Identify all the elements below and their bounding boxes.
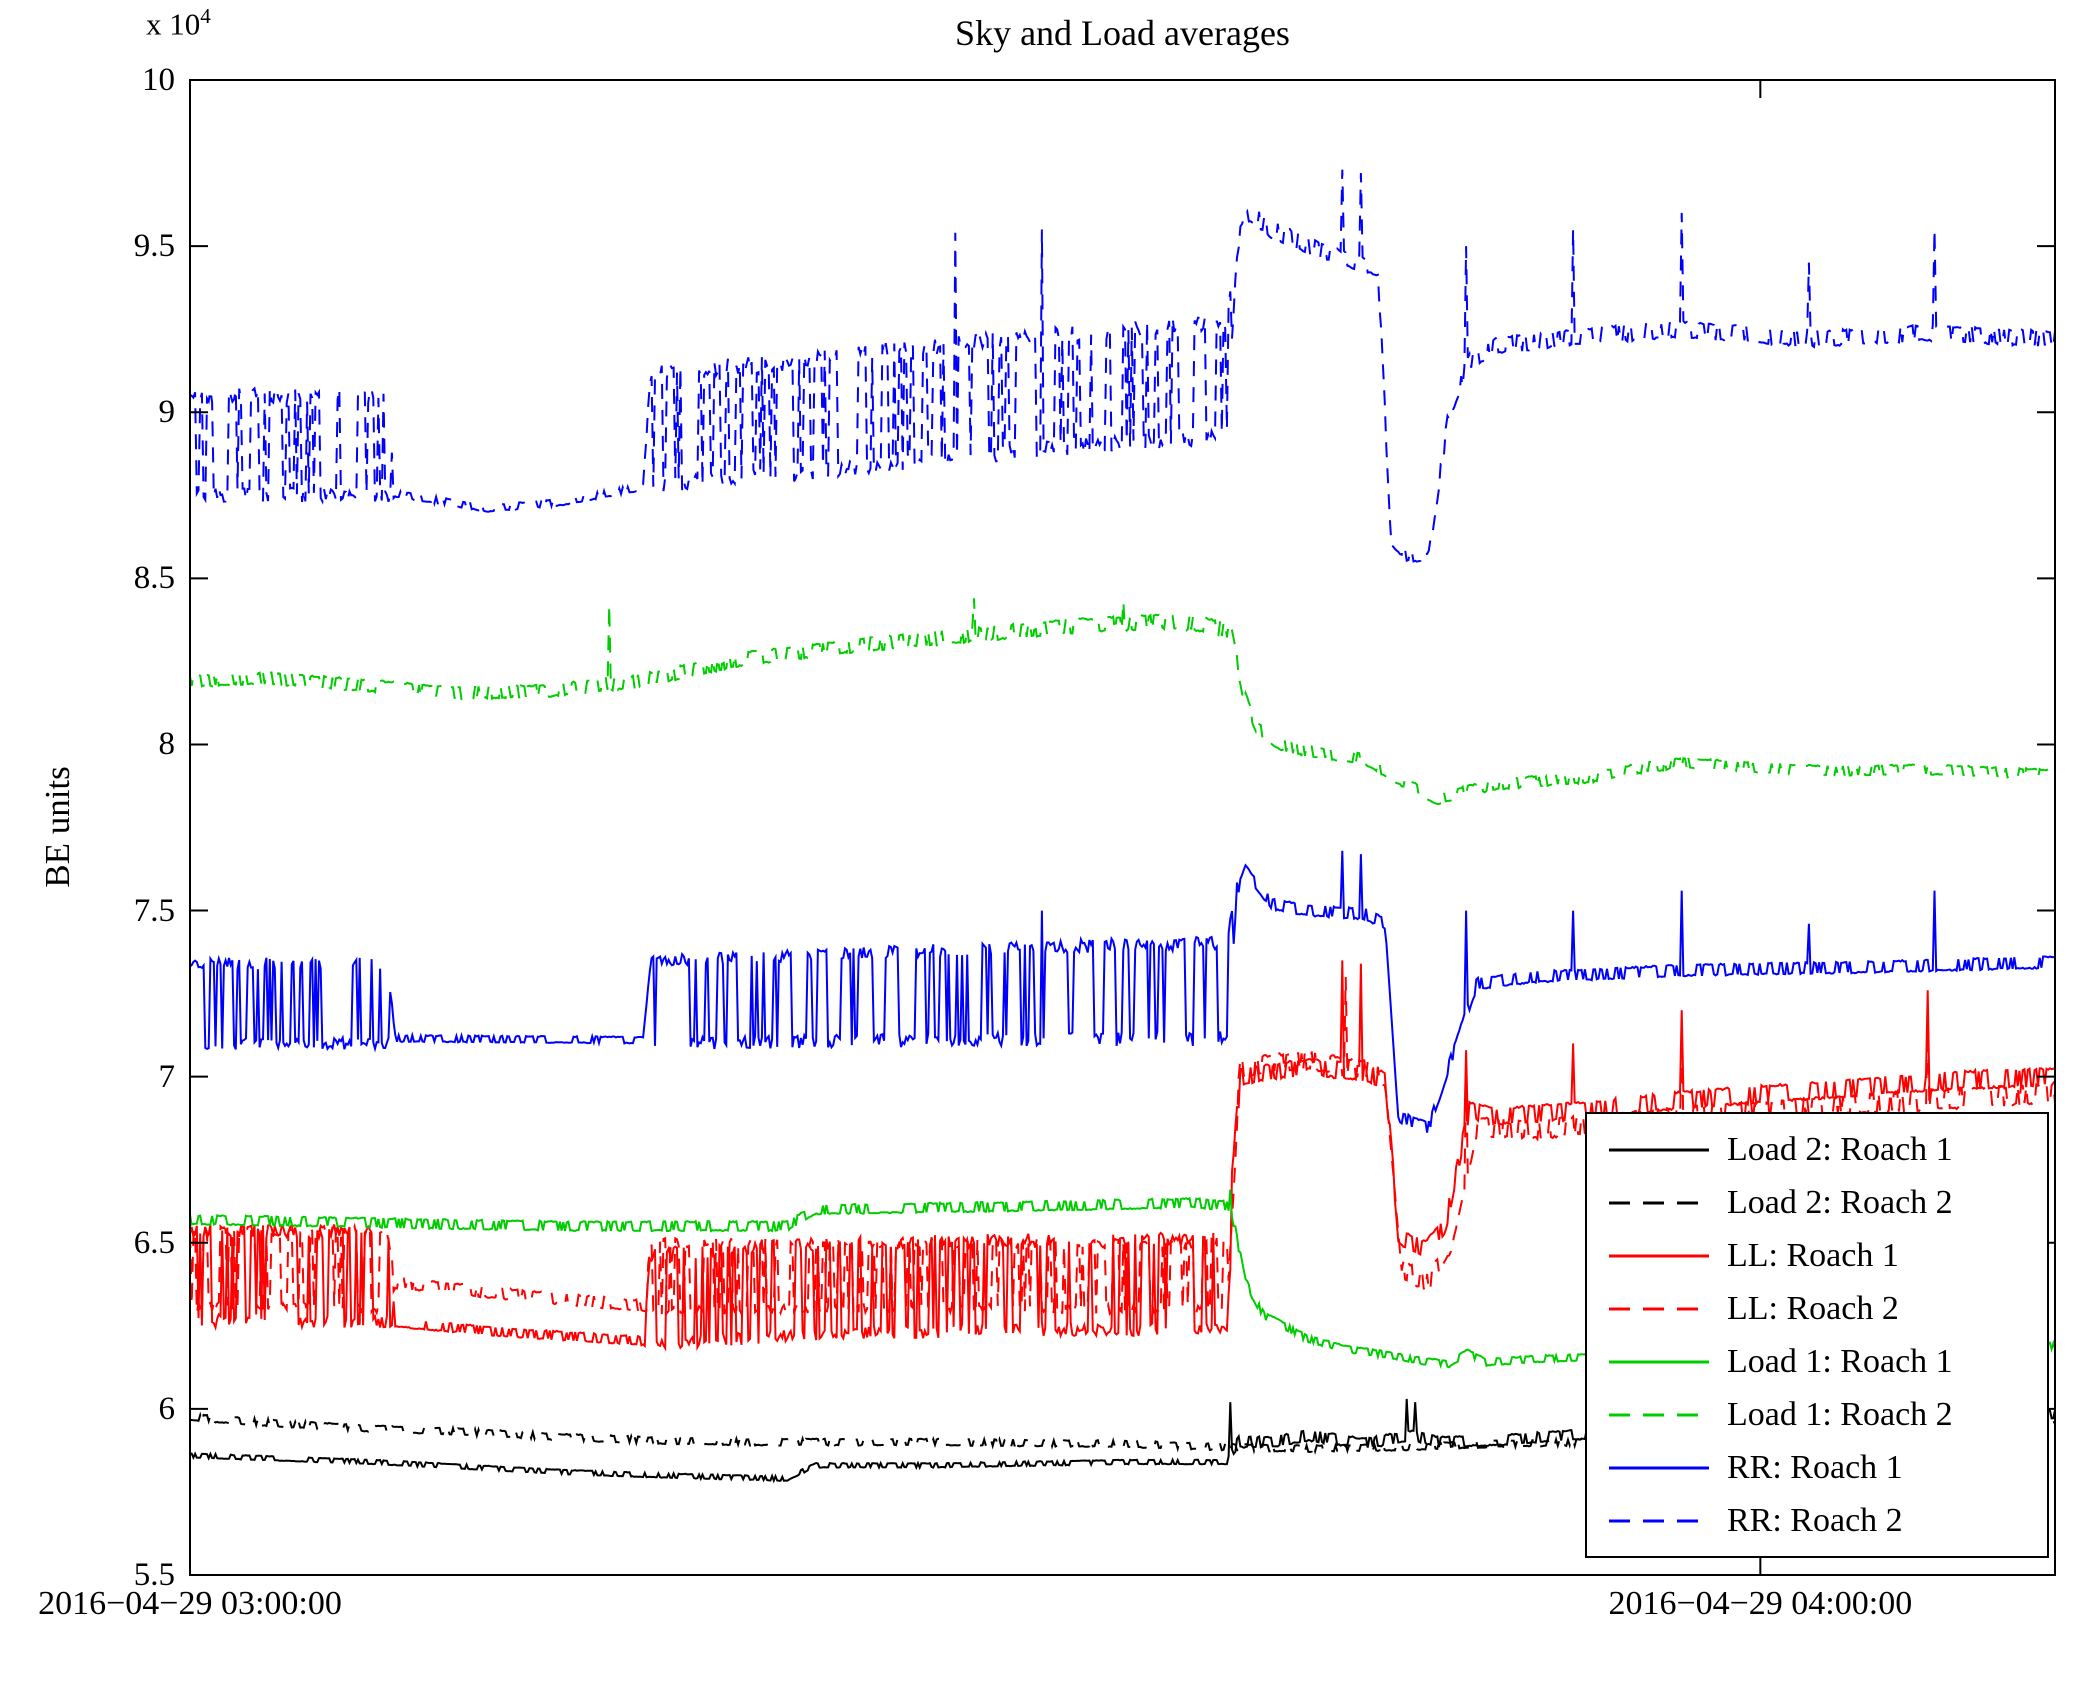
y-tick-label: 7.5 (133, 892, 175, 929)
legend-label: Load 1: Roach 2 (1727, 1395, 1953, 1433)
legend: Load 2: Roach 1 Load 2: Roach 2 LL: Roach … (1585, 1112, 2049, 1558)
y-scale-exponent: 4 (200, 4, 211, 28)
x-tick-label: 2016−04−29 03:00:00 (38, 1585, 342, 1622)
legend-item-ll-roach2: LL: Roach 2 (1587, 1282, 2047, 1335)
y-scale-prefix: x 10 (146, 6, 201, 42)
y-tick-label: 10 (142, 62, 175, 98)
y-tick-label: 9.5 (133, 228, 175, 265)
y-tick-label: 6 (158, 1390, 176, 1427)
legend-line-sample (1609, 1413, 1709, 1416)
series-line-rr-roach2 (189, 169, 2056, 563)
y-tick-label: 9 (158, 394, 176, 431)
series-line-ll-roach2 (189, 976, 2056, 1317)
legend-line-sample (1609, 1201, 1709, 1204)
y-tick-label: 5.5 (133, 1557, 175, 1593)
y-axis-label: BE units (38, 766, 77, 888)
legend-item-rr-roach2: RR: Roach 2 (1587, 1494, 2047, 1547)
legend-item-load1-roach1: Load 1: Roach 1 (1587, 1335, 2047, 1388)
series-line-ll-roach1 (189, 960, 2056, 1352)
series-line-load1-roach2 (189, 598, 2056, 806)
y-tick-label: 7 (158, 1058, 176, 1095)
legend-line-sample (1609, 1307, 1709, 1310)
y-scale-label: x 104 (146, 4, 211, 42)
legend-label: LL: Roach 1 (1727, 1236, 1899, 1274)
legend-line-sample (1609, 1254, 1709, 1257)
legend-label: LL: Roach 2 (1727, 1289, 1899, 1327)
legend-line-sample (1609, 1519, 1709, 1522)
legend-item-load1-roach2: Load 1: Roach 2 (1587, 1388, 2047, 1441)
legend-item-rr-roach1: RR: Roach 1 (1587, 1441, 2047, 1494)
chart-title: Sky and Load averages (955, 13, 1290, 53)
legend-line-sample (1609, 1148, 1709, 1151)
y-tick-label: 8.5 (133, 560, 175, 597)
legend-item-ll-roach1: LL: Roach 1 (1587, 1229, 2047, 1282)
legend-label: Load 1: Roach 1 (1727, 1342, 1953, 1380)
axis-box (189, 79, 2056, 1576)
legend-item-load2-roach2: Load 2: Roach 2 (1587, 1176, 2047, 1229)
y-tick-label: 8 (158, 726, 176, 763)
legend-label: Load 2: Roach 1 (1727, 1130, 1953, 1168)
y-tick-label: 6.5 (133, 1224, 175, 1261)
legend-label: RR: Roach 1 (1727, 1448, 1903, 1486)
legend-label: RR: Roach 2 (1727, 1501, 1903, 1539)
legend-label: Load 2: Roach 2 (1727, 1183, 1953, 1221)
legend-line-sample (1609, 1466, 1709, 1469)
series-line-rr-roach1 (189, 850, 2056, 1133)
legend-line-sample (1609, 1360, 1709, 1363)
x-tick-label: 2016−04−29 04:00:00 (1608, 1585, 1913, 1622)
legend-item-load2-roach1: Load 2: Roach 1 (1587, 1123, 2047, 1176)
